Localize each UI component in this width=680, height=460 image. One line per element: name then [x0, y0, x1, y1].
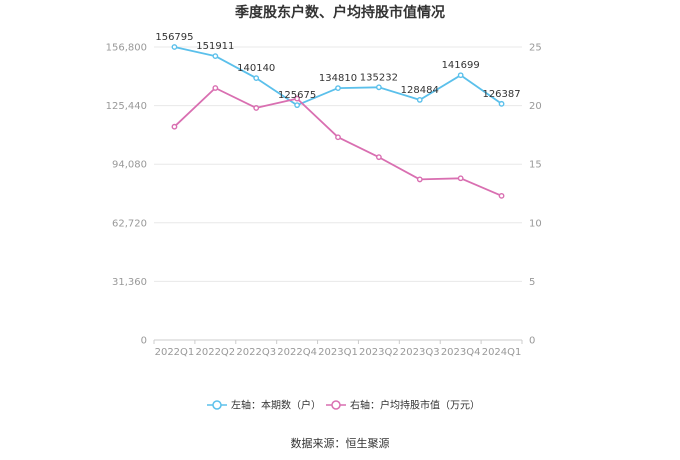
grid-lines [154, 46, 522, 282]
right-tick-label: 5 [529, 277, 535, 288]
series-point-left [416, 97, 423, 103]
series-line-right [173, 87, 502, 197]
series-point-right [375, 154, 382, 161]
series-point-left [171, 44, 178, 50]
data-label: 156795 [155, 32, 193, 43]
x-tick-label: 2024Q1 [482, 347, 522, 358]
right-tick-label: 0 [529, 336, 535, 347]
series-point-right [457, 175, 464, 182]
x-tick-label: 2023Q3 [400, 347, 440, 358]
legend[interactable]: 左轴：本期数（户） 右轴：户均持股市值（万元） [207, 399, 480, 412]
left-tick-label: 31,360 [112, 277, 147, 288]
series-point-right [171, 123, 178, 130]
series-point-left [212, 53, 219, 60]
data-label: 126387 [482, 89, 520, 100]
left-tick-label: 94,080 [112, 160, 147, 171]
x-tick-label: 2022Q1 [155, 347, 195, 358]
x-tick-label: 2023Q1 [318, 347, 358, 358]
right-tick-label: 20 [529, 101, 542, 112]
x-tick-label: 2022Q4 [277, 347, 317, 358]
data-label: 140140 [237, 63, 275, 74]
data-label: 135232 [360, 72, 398, 83]
legend-label-right: 右轴：户均持股市值（万元） [350, 399, 480, 412]
right-tick-label: 15 [529, 160, 542, 171]
axes: 0 31,360 62,720 94,080 125,440 156,800 0 5 10 15 2… [106, 43, 542, 359]
series-point-right [212, 85, 219, 91]
right-tick-label: 10 [529, 218, 542, 229]
chart-title: 季度股东户数、户均持股市值情况 [234, 4, 445, 21]
data-label: 134810 [319, 73, 357, 84]
left-tick-label: 0 [141, 336, 147, 347]
left-tick-label: 62,720 [112, 218, 147, 229]
x-tick-label: 2023Q4 [441, 347, 481, 358]
x-tick-label: 2022Q3 [236, 347, 276, 358]
legend-marker-right [331, 400, 341, 410]
legend-item-left[interactable]: 左轴：本期数（户） [207, 399, 321, 412]
data-source: 数据来源：恒生聚源 [291, 436, 390, 450]
series-point-right [416, 176, 423, 183]
legend-marker-left [212, 400, 222, 410]
legend-item-right[interactable]: 右轴：户均持股市值（万元） [326, 399, 480, 412]
series-point-left [335, 85, 341, 91]
data-label: 151911 [196, 41, 234, 52]
series-point-left [457, 72, 464, 79]
legend-label-left: 左轴：本期数（户） [231, 399, 321, 412]
series-point-right [335, 134, 341, 141]
x-tick-label: 2023Q2 [359, 347, 399, 358]
series-point-left [253, 75, 260, 82]
x-tick-label: 2022Q2 [195, 347, 235, 358]
series-point-left [294, 102, 301, 109]
series-group [171, 44, 505, 199]
left-tick-label: 156,800 [106, 43, 147, 54]
series-point-right [294, 95, 301, 102]
data-label: 128484 [401, 85, 439, 96]
data-label: 125675 [278, 90, 316, 101]
series-point-left [375, 84, 382, 91]
series-point-right [498, 192, 505, 199]
series-point-left [498, 100, 505, 107]
left-tick-label: 125,440 [106, 101, 147, 112]
data-label: 141699 [442, 60, 480, 71]
series-point-right [253, 105, 260, 111]
right-tick-label: 25 [529, 43, 542, 54]
